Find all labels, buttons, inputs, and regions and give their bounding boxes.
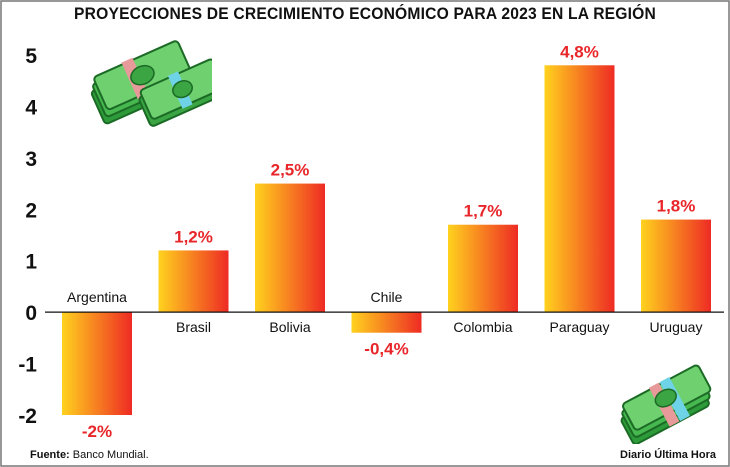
- data-label: -0,4%: [364, 340, 408, 359]
- bar-argentina: [62, 312, 132, 415]
- y-tick-label: 4: [25, 96, 37, 119]
- money-bundle-icon: [620, 364, 712, 444]
- y-tick-label: 2: [25, 199, 37, 222]
- data-label: 2,5%: [271, 161, 310, 180]
- data-label: 4,8%: [560, 42, 599, 61]
- y-tick-label: 3: [25, 148, 37, 171]
- data-label: 1,7%: [464, 202, 503, 221]
- category-label: Argentina: [67, 289, 127, 305]
- data-labels: -2% 1,2% 2,5% -0,4% 1,7% 4,8% 1,8%: [82, 42, 695, 441]
- category-labels: Argentina Brasil Bolivia Chile Colombia Parag…: [67, 289, 702, 335]
- data-label: 1,8%: [657, 197, 696, 216]
- bars: [62, 65, 711, 415]
- y-tick-label: -1: [18, 354, 37, 377]
- bar-uruguay: [641, 219, 711, 313]
- y-tick-label: -2: [18, 405, 37, 428]
- bar-colombia: [448, 224, 518, 313]
- category-label: Colombia: [453, 319, 512, 335]
- money-stack-icon: [90, 40, 212, 127]
- data-label: 1,2%: [174, 227, 213, 246]
- bar-chile: [351, 312, 422, 333]
- category-label: Paraguay: [550, 319, 610, 335]
- category-label: Brasil: [176, 319, 211, 335]
- category-label: Bolivia: [269, 319, 310, 335]
- y-axis: 5 4 3 2 1 0 -1 -2: [18, 45, 37, 428]
- bar-bolivia: [255, 183, 325, 313]
- bar-brasil: [158, 250, 229, 313]
- category-label: Uruguay: [650, 319, 703, 335]
- category-label: Chile: [371, 289, 403, 305]
- source-note: Fuente: Banco Mundial.: [30, 449, 149, 461]
- publisher-credit: Diario Última Hora: [620, 449, 716, 461]
- y-tick-label: 1: [25, 251, 37, 274]
- bar-paraguay: [544, 65, 615, 313]
- y-tick-label: 5: [25, 45, 37, 68]
- y-tick-label: 0: [25, 302, 37, 325]
- chart-title: PROYECCIONES DE CRECIMIENTO ECONÓMICO PA…: [74, 4, 656, 23]
- source-label: Fuente:: [30, 449, 70, 461]
- source-text: Banco Mundial.: [72, 449, 149, 461]
- data-label: -2%: [82, 422, 112, 441]
